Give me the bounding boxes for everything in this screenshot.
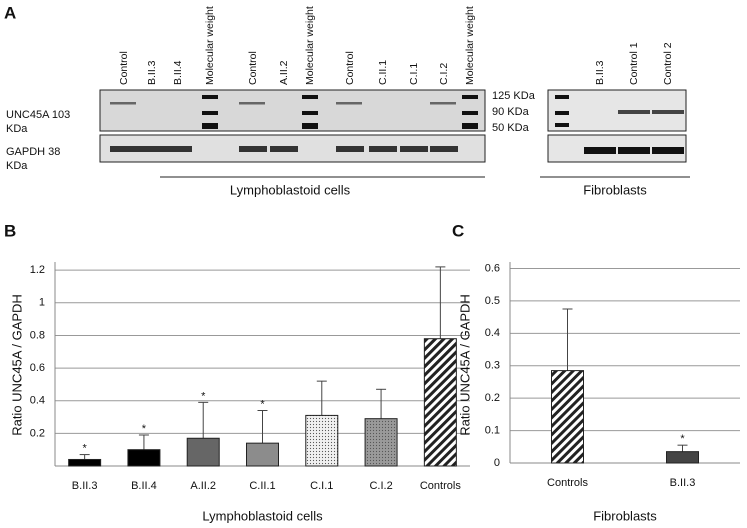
band xyxy=(239,146,267,152)
y-tick-label: 1.2 xyxy=(30,264,45,276)
band xyxy=(430,146,458,152)
significance: * xyxy=(680,433,685,445)
band xyxy=(584,147,616,154)
lane-label: B.II.3 xyxy=(594,60,606,85)
ladder-band xyxy=(202,95,218,99)
x-tick-label: B.II.4 xyxy=(131,480,157,492)
x-tick-label: Controls xyxy=(420,480,461,492)
row-label: KDa xyxy=(6,160,28,172)
significance: * xyxy=(142,423,147,435)
band xyxy=(652,110,684,114)
row-label: KDa xyxy=(6,123,28,135)
band xyxy=(164,146,192,152)
panel-label: A xyxy=(4,3,16,22)
y-tick-label: 0.8 xyxy=(30,329,45,341)
lane-label: Control xyxy=(247,51,259,85)
y-tick-label: 0.2 xyxy=(485,392,500,404)
ladder-band xyxy=(462,123,478,129)
lane-label: B.II.3 xyxy=(146,60,158,85)
x-tick-label: C.I.2 xyxy=(369,480,392,492)
y-tick-label: 0 xyxy=(494,457,500,469)
group-label: Fibroblasts xyxy=(583,182,647,197)
band xyxy=(369,146,397,152)
y-tick-label: 0.4 xyxy=(30,395,45,407)
bar xyxy=(364,418,398,467)
band xyxy=(110,146,138,152)
lane-label: Molecular weight xyxy=(464,6,476,85)
significance: * xyxy=(201,390,206,402)
row-label: GAPDH 38 xyxy=(6,146,60,158)
y-axis-title: Ratio UNC45A / GAPDH xyxy=(9,294,24,436)
bar xyxy=(127,449,161,467)
x-axis-title: Fibroblasts xyxy=(593,508,657,523)
x-tick-label: C.I.1 xyxy=(310,480,333,492)
lane-label: Control xyxy=(344,51,356,85)
group-label: Lymphoblastoid cells xyxy=(230,182,351,197)
lane-label: C.II.1 xyxy=(377,60,389,85)
bar xyxy=(246,442,279,467)
bar xyxy=(666,451,699,464)
y-tick-label: 0.3 xyxy=(485,360,500,372)
y-tick-label: 0.5 xyxy=(485,295,500,307)
band xyxy=(336,102,362,105)
ladder-band xyxy=(302,111,318,115)
band xyxy=(652,147,684,154)
marker-label: 50 KDa xyxy=(492,122,530,134)
x-tick-label: Controls xyxy=(547,477,588,489)
lane-label: C.I.2 xyxy=(438,63,450,85)
marker-label: 90 KDa xyxy=(492,106,530,118)
band xyxy=(270,146,298,152)
lane-label: Molecular weight xyxy=(304,6,316,85)
band xyxy=(618,147,650,154)
band xyxy=(110,102,136,105)
band xyxy=(239,102,265,105)
y-axis-title: Ratio UNC45A / GAPDH xyxy=(457,294,472,436)
band xyxy=(430,102,456,105)
significance: * xyxy=(83,442,88,454)
x-tick-label: A.II.2 xyxy=(190,480,216,492)
lane-label: Molecular weight xyxy=(204,6,216,85)
band xyxy=(400,146,428,152)
lane-label: Control xyxy=(118,51,130,85)
panel-label: B xyxy=(4,221,16,240)
lane-label: Control 2 xyxy=(662,42,674,85)
bar xyxy=(68,458,102,467)
y-tick-label: 1 xyxy=(39,297,45,309)
significance: * xyxy=(260,398,265,410)
lane-label: Control 1 xyxy=(628,42,640,85)
ladder-band xyxy=(462,111,478,115)
y-tick-label: 0.2 xyxy=(30,427,45,439)
ladder-band xyxy=(555,123,569,127)
band xyxy=(336,146,364,152)
y-tick-label: 0.6 xyxy=(30,362,45,374)
blot-unc45a xyxy=(99,89,486,132)
lane-label: C.I.1 xyxy=(408,63,420,85)
ladder-band xyxy=(202,111,218,115)
x-tick-label: B.II.3 xyxy=(670,477,696,489)
ladder-band xyxy=(555,111,569,115)
band xyxy=(138,146,166,152)
ladder-band xyxy=(202,123,218,129)
ladder-band xyxy=(302,95,318,99)
x-axis-title: Lymphoblastoid cells xyxy=(202,508,323,523)
bar xyxy=(305,414,339,467)
y-tick-label: 0.6 xyxy=(485,262,500,274)
lane-label: B.II.4 xyxy=(172,60,184,85)
ladder-band xyxy=(555,95,569,99)
bar xyxy=(423,338,457,467)
bar xyxy=(186,437,220,467)
x-tick-label: B.II.3 xyxy=(72,480,98,492)
y-tick-label: 0.1 xyxy=(485,424,500,436)
marker-label: 125 KDa xyxy=(492,90,536,102)
row-label: UNC45A 103 xyxy=(6,109,70,121)
panel-label: C xyxy=(452,221,464,240)
ladder-band xyxy=(462,95,478,99)
lane-label: A.II.2 xyxy=(278,60,290,85)
y-tick-label: 0.4 xyxy=(485,327,500,339)
ladder-band xyxy=(302,123,318,129)
bar xyxy=(551,370,584,464)
band xyxy=(618,110,650,114)
x-tick-label: C.II.1 xyxy=(249,480,275,492)
